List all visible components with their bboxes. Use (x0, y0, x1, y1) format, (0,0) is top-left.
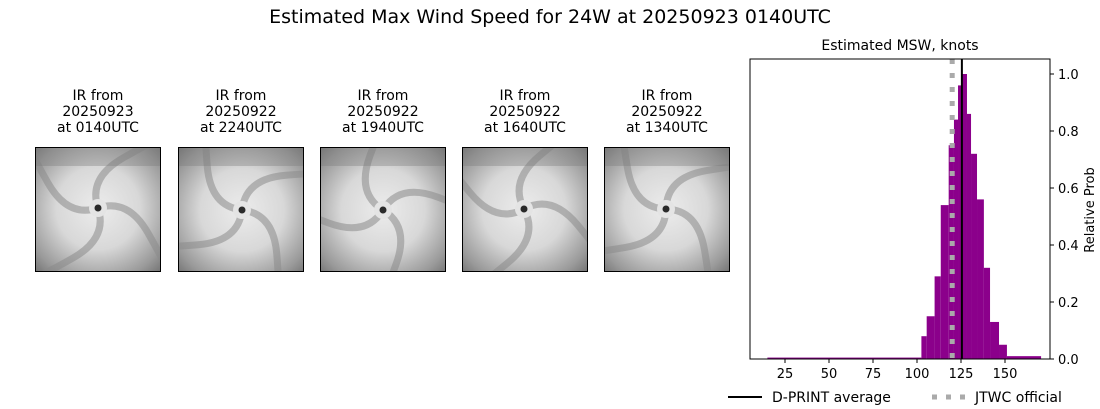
histogram-bar (921, 336, 927, 359)
x-tick-label: 25 (777, 367, 794, 382)
ir-satellite-image (320, 147, 446, 272)
ir-satellite-image (35, 147, 161, 272)
ir-satellite-image (604, 147, 730, 272)
x-tick-label: 150 (993, 367, 1018, 382)
x-tick-label: 100 (905, 367, 930, 382)
histogram-bar (962, 74, 967, 359)
histogram-bar (1006, 356, 1042, 359)
x-tick-label: 125 (949, 367, 974, 382)
legend-dprint-label: D-PRINT average (772, 390, 891, 406)
x-tick-label: 75 (865, 367, 882, 382)
histogram-bar (983, 267, 991, 359)
histogram-bar (953, 119, 959, 359)
y-tick-label: 0.2 (1058, 296, 1079, 311)
y-tick-label: 0.4 (1058, 239, 1079, 254)
ir-panel-title: IR from 20250922 at 1940UTC (342, 88, 424, 136)
chart-title: Estimated MSW, knots (821, 38, 978, 54)
histogram-bar (990, 321, 1000, 359)
legend-jtwc-label: JTWC official (974, 390, 1062, 406)
histogram-bar (948, 145, 954, 359)
ir-panel-title: IR from 20250922 at 2240UTC (200, 88, 282, 136)
axes-frame (749, 58, 1051, 360)
ir-panel: IR from 20250922 at 1640UTC (462, 88, 588, 272)
ir-panel-title: IR from 20250923 at 0140UTC (57, 88, 139, 136)
histogram-bar (971, 153, 978, 359)
figure-suptitle: Estimated Max Wind Speed for 24W at 2025… (269, 6, 831, 28)
y-axis-label: Relative Prob (1083, 167, 1098, 252)
y-tick-label: 0.8 (1058, 125, 1079, 140)
y-tick-label: 0.0 (1058, 353, 1079, 368)
histogram-bar (977, 199, 984, 359)
ir-panel: IR from 20250922 at 1340UTC (604, 88, 730, 272)
ir-panel: IR from 20250923 at 0140UTC (35, 88, 161, 272)
y-tick-label: 1.0 (1058, 68, 1079, 83)
ir-panel: IR from 20250922 at 2240UTC (178, 88, 304, 272)
y-tick-label: 0.6 (1058, 182, 1079, 197)
histogram-bar (958, 85, 963, 360)
histogram-bar (966, 113, 972, 360)
histogram-bar (767, 357, 922, 359)
histogram-bar (926, 316, 935, 359)
x-tick-label: 50 (821, 367, 838, 382)
ir-satellite-image (178, 147, 304, 272)
histogram-bar (999, 344, 1007, 359)
histogram-bar (934, 276, 941, 359)
histogram-bar (940, 205, 949, 359)
ir-panel-title: IR from 20250922 at 1640UTC (484, 88, 566, 136)
ir-panel-title: IR from 20250922 at 1340UTC (626, 88, 708, 136)
ir-panel: IR from 20250922 at 1940UTC (320, 88, 446, 272)
ir-satellite-image (462, 147, 588, 272)
